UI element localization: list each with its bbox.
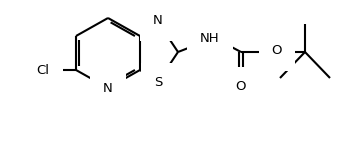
Text: Cl: Cl bbox=[37, 64, 50, 76]
Text: N: N bbox=[103, 81, 113, 95]
Text: N: N bbox=[153, 14, 163, 28]
Text: O: O bbox=[272, 45, 282, 57]
Text: S: S bbox=[154, 76, 162, 90]
Text: O: O bbox=[236, 81, 246, 93]
Text: NH: NH bbox=[200, 33, 220, 45]
